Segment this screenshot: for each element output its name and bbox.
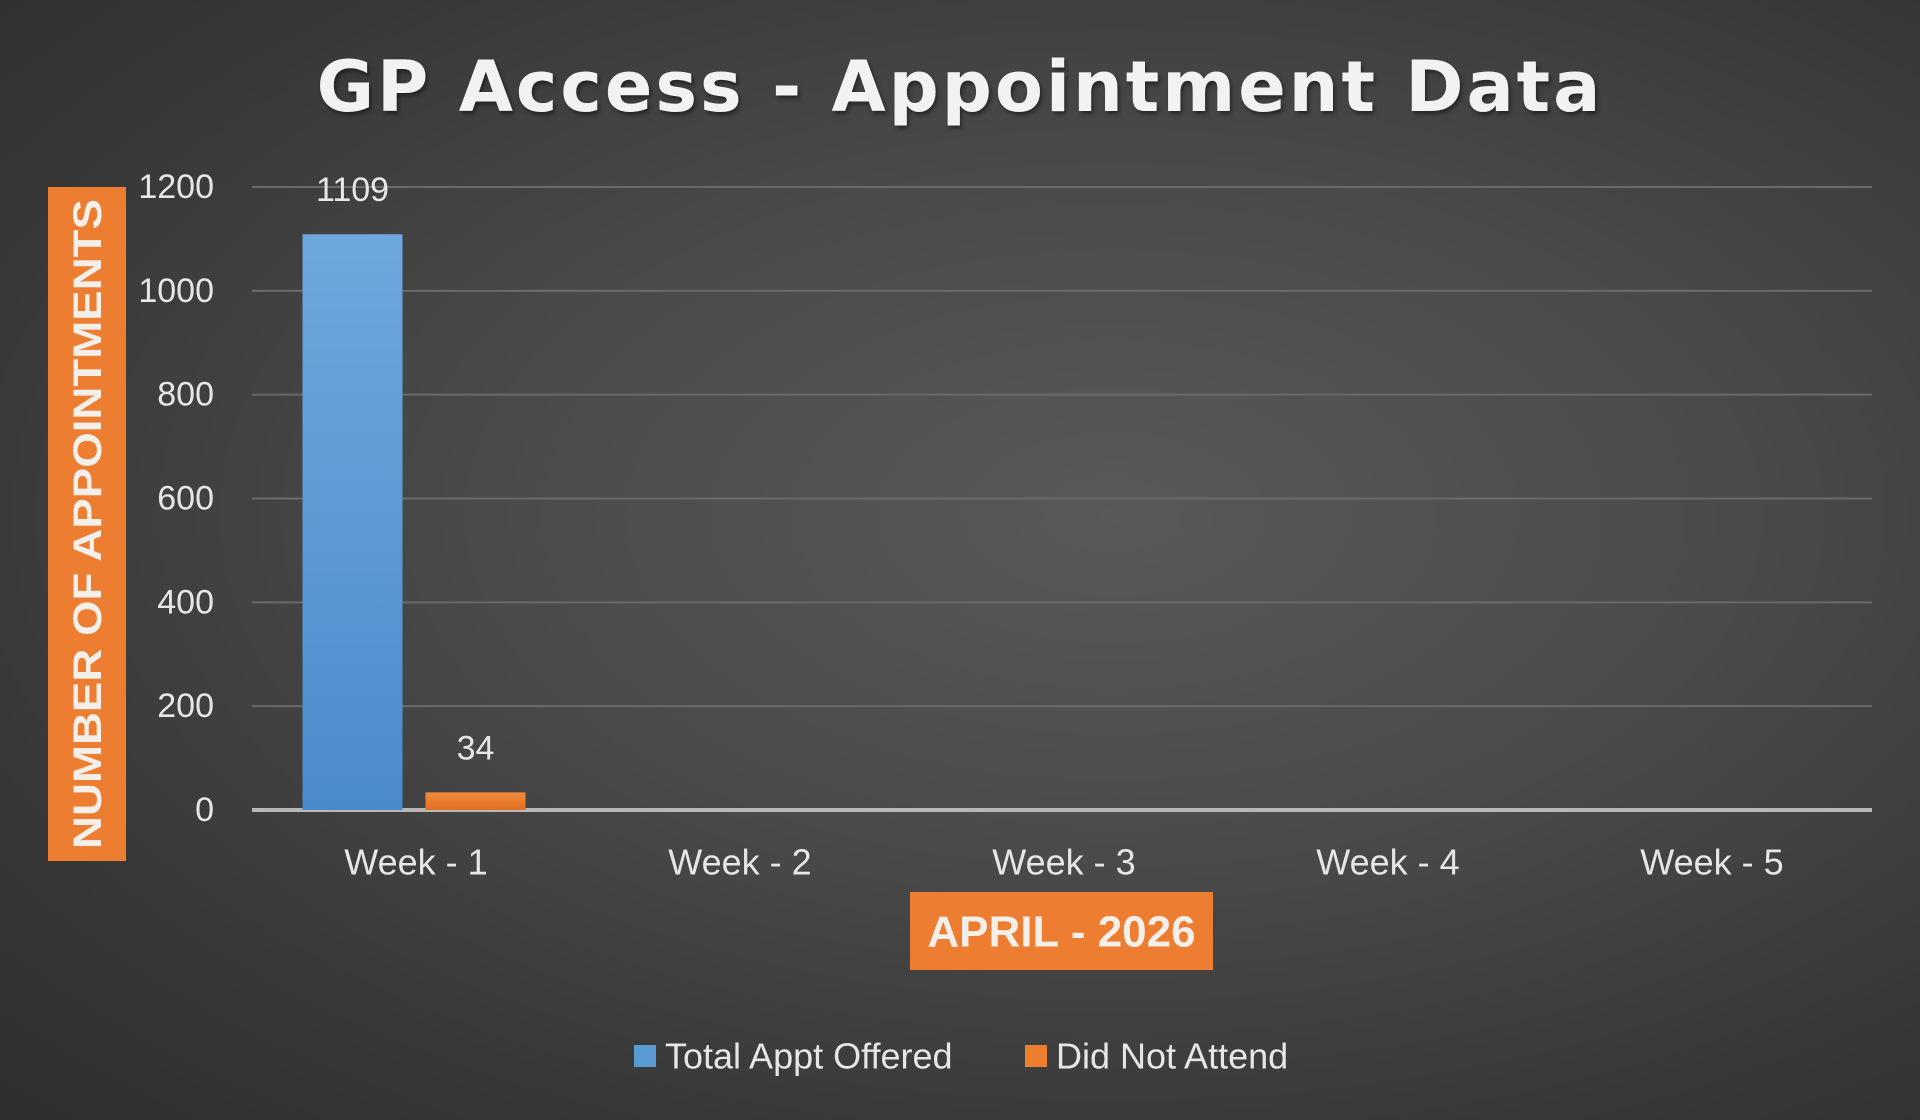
y-tick-label: 200 — [157, 687, 214, 725]
legend-label: Did Not Attend — [1056, 1036, 1288, 1077]
chart-title: GP Access - Appointment Data — [317, 46, 1604, 128]
x-axis-label: APRIL - 2026 — [927, 908, 1195, 957]
legend-swatch — [1025, 1045, 1047, 1067]
data-labels: 1109 34 — [316, 171, 494, 767]
x-tick-label: Week - 3 — [992, 842, 1135, 883]
legend: Total Appt Offered Did Not Attend — [634, 1036, 1288, 1077]
bars — [302, 234, 526, 811]
x-axis-categories: Week - 1 Week - 2 Week - 3 Week - 4 Week - 5 — [344, 842, 1783, 883]
y-axis-title: NUMBER OF APPOINTMENTS — [48, 187, 126, 861]
x-tick-label: Week - 1 — [344, 842, 487, 883]
x-axis-title-background — [910, 892, 1213, 970]
legend-label: Total Appt Offered — [665, 1036, 953, 1077]
y-axis-label: NUMBER OF APPOINTMENTS — [66, 199, 110, 849]
x-axis-title: APRIL - 2026 — [910, 892, 1213, 970]
y-axis-ticks: 0 200 400 600 800 1000 1200 — [138, 168, 214, 829]
x-tick-label: Week - 4 — [1316, 842, 1459, 883]
bar-total-appt-offered — [302, 234, 403, 811]
gridlines — [252, 186, 1872, 812]
y-tick-label: 600 — [157, 480, 214, 518]
y-tick-label: 0 — [195, 791, 214, 829]
x-tick-label: Week - 2 — [668, 842, 811, 883]
y-tick-label: 1200 — [138, 168, 214, 206]
y-tick-label: 1000 — [138, 272, 214, 310]
legend-swatch — [634, 1045, 656, 1067]
y-axis-title-background — [48, 187, 126, 861]
bar-did-not-attend — [425, 792, 526, 810]
data-label: 34 — [457, 729, 495, 767]
data-label: 1109 — [316, 171, 389, 209]
y-tick-label: 400 — [157, 583, 214, 621]
y-tick-label: 800 — [157, 376, 214, 414]
x-tick-label: Week - 5 — [1640, 842, 1783, 883]
